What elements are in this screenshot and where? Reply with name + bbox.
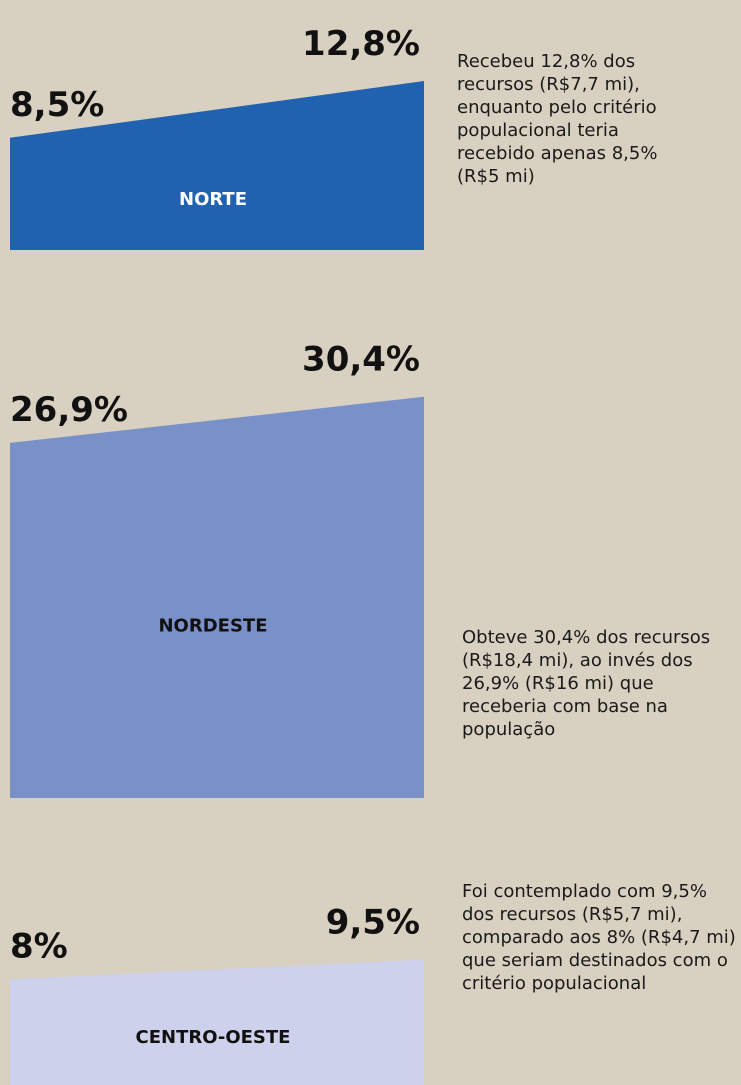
right-value-label: 9,5% — [326, 903, 420, 943]
left-value-label: 8% — [10, 926, 68, 966]
region-shape — [10, 81, 424, 250]
region-label: NORTE — [179, 189, 247, 210]
annotation: Recebeu 12,8% dos recursos (R$7,7 mi), e… — [457, 51, 658, 187]
annotation: Foi contemplado com 9,5% dos recursos (R… — [462, 881, 736, 994]
right-value-label: 12,8% — [302, 24, 420, 64]
left-value-label: 8,5% — [10, 85, 104, 125]
region-label: NORDESTE — [158, 615, 267, 636]
region-shape — [10, 396, 424, 798]
left-value-label: 26,9% — [10, 390, 128, 430]
region-shape — [10, 959, 424, 1085]
right-value-label: 30,4% — [302, 340, 420, 380]
annotation: Obteve 30,4% dos recursos (R$18,4 mi), a… — [462, 627, 711, 740]
region-label: CENTRO-OESTE — [136, 1027, 291, 1048]
